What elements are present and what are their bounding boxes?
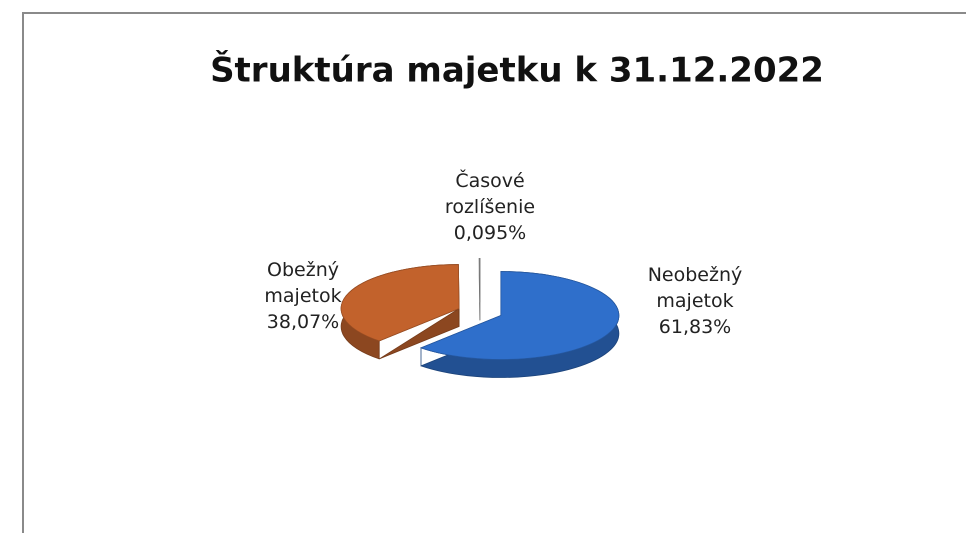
- label-value: 0,095%: [453, 222, 527, 244]
- pie-slice: [419, 271, 620, 360]
- pie-slice: [478, 257, 481, 303]
- label-name: Časové rozlíšenie: [444, 170, 536, 218]
- label-name: Neobežný majetok: [647, 264, 743, 312]
- data-label: Neobežný majetok 61,83%: [620, 262, 770, 340]
- label-name: Obežný majetok: [264, 259, 342, 307]
- label-value: 38,07%: [266, 311, 340, 333]
- pie-slice: [340, 264, 460, 342]
- data-label: Obežný majetok 38,07%: [228, 257, 378, 335]
- chart-frame: [22, 12, 966, 533]
- data-label: Časové rozlíšenie 0,095%: [415, 168, 565, 246]
- label-value: 61,83%: [658, 316, 732, 338]
- chart-title: Štruktúra majetku k 31.12.2022: [210, 50, 824, 91]
